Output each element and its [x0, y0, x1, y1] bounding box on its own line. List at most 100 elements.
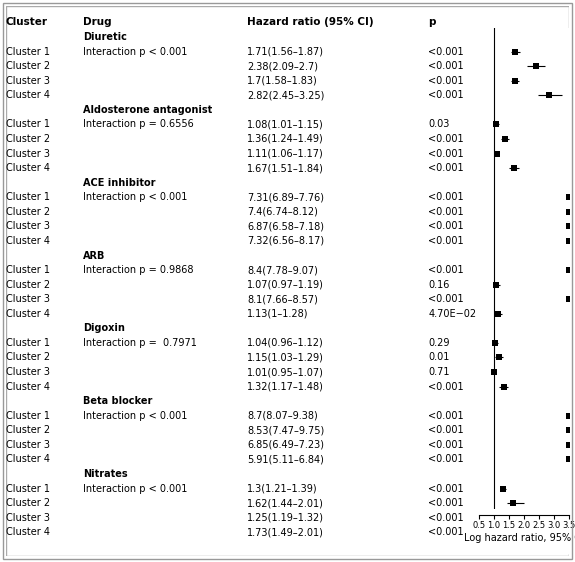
Text: Interaction p =  0.7971: Interaction p = 0.7971	[83, 338, 197, 348]
Text: <0.001: <0.001	[428, 411, 464, 421]
Text: <0.001: <0.001	[428, 294, 464, 304]
Text: <0.001: <0.001	[428, 76, 464, 86]
Text: 7.4(6.74–8.12): 7.4(6.74–8.12)	[247, 207, 318, 217]
Text: Cluster 2: Cluster 2	[6, 425, 50, 436]
Text: Hazard ratio (95% CI): Hazard ratio (95% CI)	[247, 17, 374, 28]
Text: 1.08(1.01–1.15): 1.08(1.01–1.15)	[247, 120, 324, 129]
Text: Cluster 2: Cluster 2	[6, 280, 50, 289]
Text: 4.70E−02: 4.70E−02	[428, 309, 477, 319]
Text: Interaction p = 0.9868: Interaction p = 0.9868	[83, 265, 194, 275]
Text: <0.001: <0.001	[428, 265, 464, 275]
Text: 1.32(1.17–1.48): 1.32(1.17–1.48)	[247, 382, 324, 392]
Text: <0.001: <0.001	[428, 498, 464, 508]
Text: <0.001: <0.001	[428, 221, 464, 232]
Text: 1.01(0.95–1.07): 1.01(0.95–1.07)	[247, 367, 324, 377]
Text: <0.001: <0.001	[428, 440, 464, 450]
Text: Cluster 1: Cluster 1	[6, 338, 50, 348]
Text: 0.16: 0.16	[428, 280, 450, 289]
Text: 1.36(1.24–1.49): 1.36(1.24–1.49)	[247, 134, 324, 144]
Text: Cluster 1: Cluster 1	[6, 265, 50, 275]
Text: 1.25(1.19–1.32): 1.25(1.19–1.32)	[247, 513, 324, 523]
Text: <0.001: <0.001	[428, 455, 464, 464]
Text: 7.32(6.56–8.17): 7.32(6.56–8.17)	[247, 236, 324, 246]
Text: 1.04(0.96–1.12): 1.04(0.96–1.12)	[247, 338, 324, 348]
Text: 1.62(1.44–2.01): 1.62(1.44–2.01)	[247, 498, 324, 508]
Text: 2.82(2.45–3.25): 2.82(2.45–3.25)	[247, 90, 325, 100]
Text: 7.31(6.89–7.76): 7.31(6.89–7.76)	[247, 192, 324, 202]
Text: <0.001: <0.001	[428, 192, 464, 202]
Text: <0.001: <0.001	[428, 134, 464, 144]
Text: 2.38(2.09–2.7): 2.38(2.09–2.7)	[247, 61, 318, 71]
Text: Cluster 3: Cluster 3	[6, 148, 50, 158]
Text: <0.001: <0.001	[428, 513, 464, 523]
Text: <0.001: <0.001	[428, 163, 464, 173]
Text: 1.11(1.06–1.17): 1.11(1.06–1.17)	[247, 148, 324, 158]
Text: <0.001: <0.001	[428, 47, 464, 57]
Text: Cluster 4: Cluster 4	[6, 163, 50, 173]
Text: 1.73(1.49–2.01): 1.73(1.49–2.01)	[247, 527, 324, 537]
Text: <0.001: <0.001	[428, 148, 464, 158]
Text: Cluster 2: Cluster 2	[6, 352, 50, 362]
Text: 6.85(6.49–7.23): 6.85(6.49–7.23)	[247, 440, 324, 450]
Text: Cluster 2: Cluster 2	[6, 498, 50, 508]
Text: 1.13(1–1.28): 1.13(1–1.28)	[247, 309, 309, 319]
Text: Beta blocker: Beta blocker	[83, 396, 153, 406]
Text: Cluster 2: Cluster 2	[6, 207, 50, 217]
Text: p: p	[428, 17, 436, 28]
Text: 1.71(1.56–1.87): 1.71(1.56–1.87)	[247, 47, 324, 57]
Text: <0.001: <0.001	[428, 61, 464, 71]
Text: Cluster 3: Cluster 3	[6, 513, 50, 523]
Text: Cluster 1: Cluster 1	[6, 483, 50, 493]
Text: ACE inhibitor: ACE inhibitor	[83, 178, 156, 188]
Text: <0.001: <0.001	[428, 236, 464, 246]
Text: 0.01: 0.01	[428, 352, 450, 362]
Text: Cluster 4: Cluster 4	[6, 382, 50, 392]
Text: Drug: Drug	[83, 17, 112, 28]
Text: Nitrates: Nitrates	[83, 469, 128, 479]
Text: Cluster 3: Cluster 3	[6, 367, 50, 377]
Text: 1.7(1.58–1.83): 1.7(1.58–1.83)	[247, 76, 318, 86]
Text: Interaction p < 0.001: Interaction p < 0.001	[83, 47, 188, 57]
Text: 1.67(1.51–1.84): 1.67(1.51–1.84)	[247, 163, 324, 173]
Text: 1.07(0.97–1.19): 1.07(0.97–1.19)	[247, 280, 324, 289]
Text: Cluster 1: Cluster 1	[6, 47, 50, 57]
Text: Cluster 4: Cluster 4	[6, 455, 50, 464]
Text: 8.53(7.47–9.75): 8.53(7.47–9.75)	[247, 425, 324, 436]
Text: Cluster: Cluster	[6, 17, 48, 28]
Text: Interaction p < 0.001: Interaction p < 0.001	[83, 483, 188, 493]
Text: Digoxin: Digoxin	[83, 323, 125, 333]
Text: Cluster 3: Cluster 3	[6, 440, 50, 450]
Text: <0.001: <0.001	[428, 483, 464, 493]
Text: <0.001: <0.001	[428, 382, 464, 392]
X-axis label: Log hazard ratio, 95% CI: Log hazard ratio, 95% CI	[464, 533, 575, 543]
Text: Cluster 2: Cluster 2	[6, 61, 50, 71]
Text: 1.3(1.21–1.39): 1.3(1.21–1.39)	[247, 483, 318, 493]
Text: Interaction p = 0.6556: Interaction p = 0.6556	[83, 120, 194, 129]
Text: Cluster 1: Cluster 1	[6, 120, 50, 129]
Text: Interaction p < 0.001: Interaction p < 0.001	[83, 411, 188, 421]
Text: 8.4(7.78–9.07): 8.4(7.78–9.07)	[247, 265, 318, 275]
Text: Cluster 1: Cluster 1	[6, 411, 50, 421]
Text: Cluster 4: Cluster 4	[6, 90, 50, 100]
Text: <0.001: <0.001	[428, 90, 464, 100]
Text: 8.7(8.07–9.38): 8.7(8.07–9.38)	[247, 411, 318, 421]
Text: <0.001: <0.001	[428, 207, 464, 217]
Text: Cluster 1: Cluster 1	[6, 192, 50, 202]
Text: ARB: ARB	[83, 251, 106, 261]
Text: Cluster 3: Cluster 3	[6, 76, 50, 86]
Text: Cluster 4: Cluster 4	[6, 236, 50, 246]
Text: 8.1(7.66–8.57): 8.1(7.66–8.57)	[247, 294, 318, 304]
Text: <0.001: <0.001	[428, 527, 464, 537]
Text: 0.29: 0.29	[428, 338, 450, 348]
Text: 0.03: 0.03	[428, 120, 450, 129]
Text: <0.001: <0.001	[428, 425, 464, 436]
Text: 1.15(1.03–1.29): 1.15(1.03–1.29)	[247, 352, 324, 362]
Text: Cluster 4: Cluster 4	[6, 527, 50, 537]
Text: 0.71: 0.71	[428, 367, 450, 377]
Text: Cluster 2: Cluster 2	[6, 134, 50, 144]
Text: 6.87(6.58–7.18): 6.87(6.58–7.18)	[247, 221, 324, 232]
Text: Interaction p < 0.001: Interaction p < 0.001	[83, 192, 188, 202]
Text: 5.91(5.11–6.84): 5.91(5.11–6.84)	[247, 455, 324, 464]
Text: Cluster 4: Cluster 4	[6, 309, 50, 319]
Text: Aldosterone antagonist: Aldosterone antagonist	[83, 105, 213, 115]
